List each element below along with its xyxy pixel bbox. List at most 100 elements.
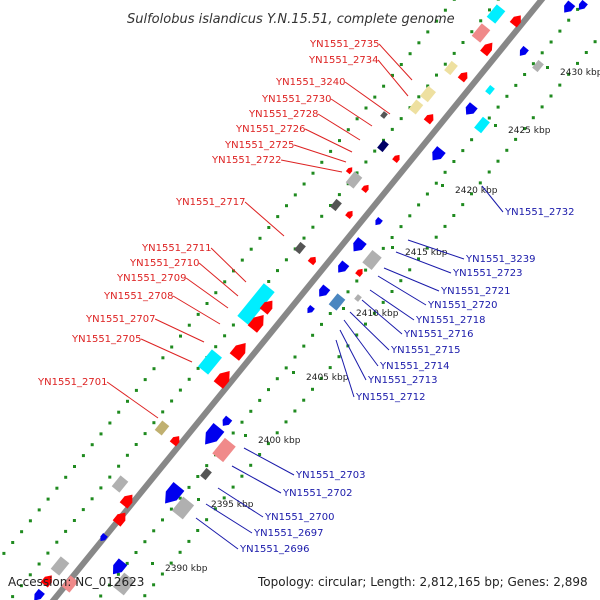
track-dot [302, 236, 306, 240]
track-dot [567, 18, 571, 22]
gene-arrow [345, 210, 353, 219]
track-dot [126, 399, 129, 403]
track-dot [372, 311, 376, 315]
dotted-track-4 [143, 40, 597, 598]
tick-mark [391, 246, 394, 249]
track-dot [514, 83, 518, 87]
track-dot [81, 508, 85, 512]
tick-label: 2400 kbp [258, 436, 301, 446]
gene-arrow [307, 305, 315, 314]
track-dot [434, 235, 438, 239]
gene-label-reverse: YN1551_2720 [427, 300, 498, 311]
tick-label: 2425 kbp [508, 126, 551, 136]
track-dot [293, 193, 297, 197]
label-leader [185, 277, 229, 309]
track-dot [355, 117, 359, 121]
track-dot [160, 572, 164, 576]
track-dot [285, 204, 288, 208]
track-dot [19, 584, 23, 588]
gene-label-forward: YN1551_2734 [308, 55, 379, 66]
track-dot [275, 377, 279, 381]
track-dot [328, 366, 332, 370]
gene-arrow [169, 436, 180, 447]
track-dot [487, 170, 491, 174]
track-dot [134, 443, 138, 446]
gene-label-reverse: YN1551_2712 [355, 392, 426, 403]
track-dot [417, 257, 420, 261]
tick-label: 2420 kbp [455, 186, 498, 196]
label-leader [361, 299, 403, 335]
track-dot [179, 334, 182, 338]
track-dot [178, 388, 182, 392]
gene-arrow [345, 167, 353, 175]
track-dot [426, 30, 430, 34]
gene-block-body [330, 198, 342, 212]
gene-arrow-body [480, 42, 493, 57]
gene-block [345, 171, 363, 189]
gene-arrow [353, 237, 367, 252]
genome-backbone [49, 0, 546, 600]
track-dot [125, 561, 129, 565]
tick-mark [244, 434, 247, 437]
track-dot [593, 40, 597, 44]
label-leader [293, 144, 347, 163]
tick-label: 2430 kbp [560, 68, 600, 78]
track-dot [169, 507, 173, 511]
track-dot [399, 117, 403, 121]
track-dot [90, 497, 94, 501]
track-dot [99, 486, 103, 490]
gene-label-reverse: YN1551_2703 [295, 470, 366, 481]
gene-arrow-body [564, 0, 576, 13]
tick-mark [151, 562, 154, 565]
track-dot [28, 573, 32, 577]
gene-label-reverse: YN1551_2723 [452, 268, 523, 279]
gene-block-body [50, 556, 70, 576]
track-dot [134, 551, 138, 554]
label-leader [383, 267, 440, 292]
gene-arrow-body [345, 210, 353, 219]
track-dot [479, 19, 483, 23]
label-leader [243, 447, 295, 476]
track-dot [143, 540, 147, 544]
gene-block-body [485, 85, 495, 95]
track-dot [46, 551, 50, 555]
track-dot [276, 269, 279, 273]
gene-arrow-body [375, 217, 383, 226]
gene-label-forward: YN1551_2726 [235, 124, 306, 135]
gene-arrow-body [169, 436, 180, 447]
track-dot [311, 171, 315, 175]
track-dot [55, 540, 59, 544]
track-dot [293, 355, 297, 359]
gene-block-body [171, 496, 195, 520]
gene-label-reverse: YN1551_2700 [264, 512, 335, 523]
label-leader [344, 81, 391, 115]
track-dot [302, 182, 306, 186]
gene-block [154, 420, 170, 436]
gene-block-body [212, 437, 236, 463]
track-dot [196, 529, 200, 532]
gene-block-body [486, 4, 506, 24]
gene-block-body [377, 139, 389, 153]
gene-label-forward: YN1551_2705 [71, 334, 142, 345]
track-dot [232, 269, 235, 273]
track-dot [531, 62, 535, 66]
track-dot [382, 84, 386, 88]
track-dot [2, 551, 6, 555]
gene-label-reverse: YN1551_2715 [390, 345, 461, 356]
gene-label-reverse: YN1551_2702 [282, 488, 353, 499]
gene-label-forward: YN1551_2707 [85, 314, 156, 325]
track-dot [523, 127, 526, 131]
track-dot [478, 181, 482, 185]
track-dot [214, 291, 218, 295]
gene-block [212, 437, 236, 463]
gene-block [237, 283, 275, 325]
label-leader [154, 318, 205, 343]
gene-arrow [375, 217, 383, 226]
tick-mark [441, 184, 444, 187]
track-dot [152, 529, 156, 533]
gene-arrow [40, 575, 52, 588]
gene-block-body [420, 85, 436, 103]
track-dot [258, 236, 262, 240]
gene-arrow-body [119, 494, 133, 509]
